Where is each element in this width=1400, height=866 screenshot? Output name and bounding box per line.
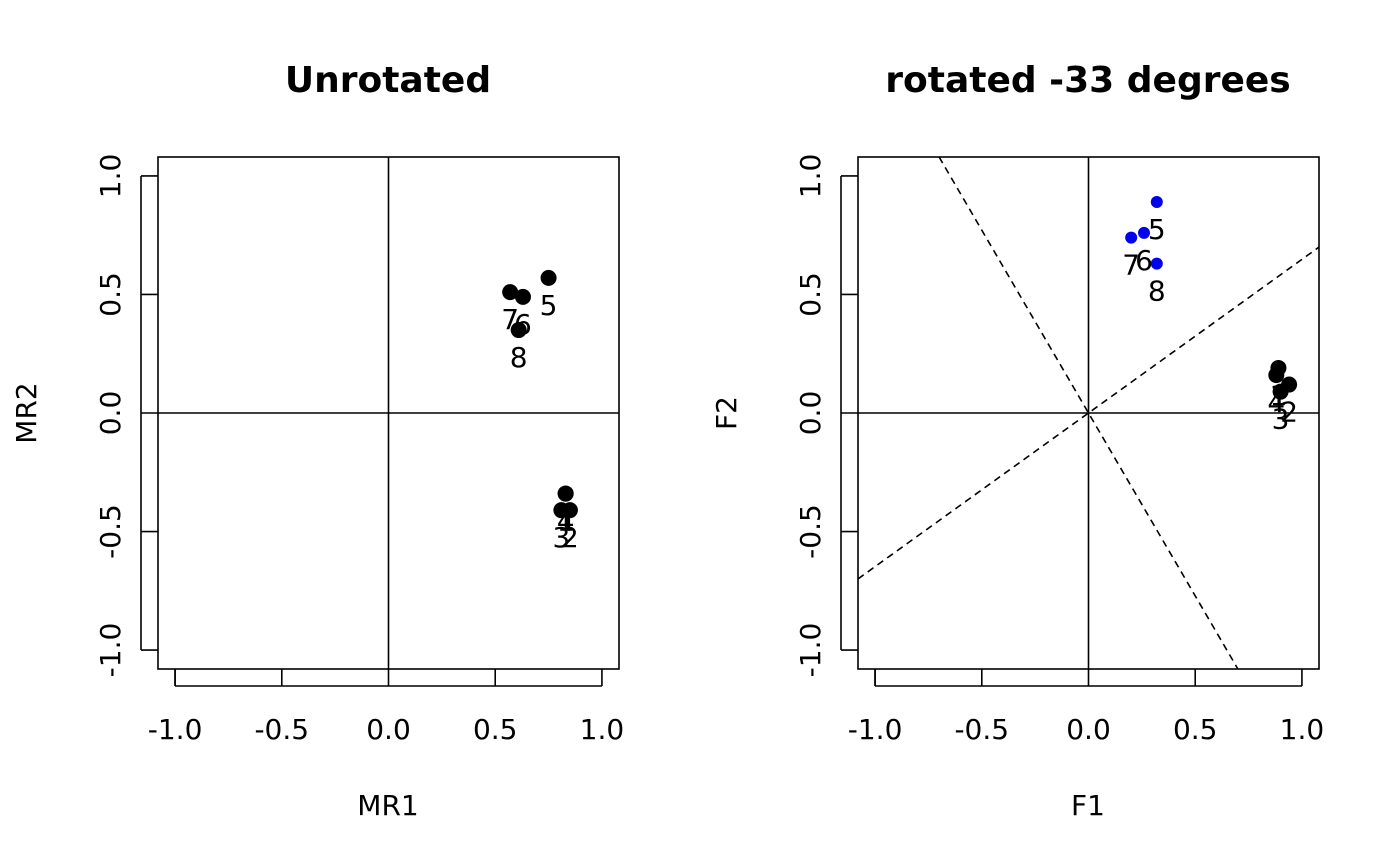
point-label-4: 4 — [1267, 386, 1285, 419]
plot-area — [858, 157, 1319, 669]
x-tick-label: 0.5 — [1173, 713, 1218, 746]
y-axis-label: F2 — [710, 396, 743, 430]
x-tick-label: 1.0 — [580, 713, 625, 746]
panel-unrotated: Unrotated MR1 MR2 -1.0 -0.5 0.0 0.5 1.0 -1.0 -… — [10, 60, 624, 822]
y-tick-label: -0.5 — [94, 504, 127, 559]
y-tick-label: 1.0 — [94, 154, 127, 199]
chart-title: rotated -33 degrees — [885, 60, 1290, 101]
point-label-4: 4 — [557, 505, 575, 538]
data-point-8 — [510, 322, 527, 339]
data-point-3 — [553, 502, 570, 519]
y-tick-label: 0.0 — [794, 391, 827, 436]
x-axis-label: MR1 — [357, 789, 418, 822]
point-label-2: 2 — [561, 521, 579, 554]
rotation-line-1 — [858, 246, 1319, 580]
point-label-3: 3 — [1272, 403, 1290, 436]
y-tick-label: -0.5 — [794, 504, 827, 559]
x-tick-label: -1.0 — [148, 713, 203, 746]
data-point-5 — [1150, 196, 1163, 209]
point-label-3: 3 — [552, 521, 570, 554]
data-point-7 — [502, 284, 519, 301]
x-axis-label: F1 — [1071, 789, 1105, 822]
point-label-2: 2 — [1280, 396, 1298, 429]
data-point-6 — [1137, 226, 1150, 239]
y-tick-label: 0.0 — [94, 391, 127, 436]
point-label-7: 7 — [1122, 249, 1140, 282]
x-tick-label: -0.5 — [954, 713, 1009, 746]
y-tick-label: 0.5 — [94, 272, 127, 317]
data-point-3 — [1272, 383, 1289, 400]
x-tick-label: -0.5 — [254, 713, 309, 746]
data-point-6 — [514, 288, 531, 305]
data-point-4 — [557, 485, 574, 502]
point-label-5: 5 — [1148, 213, 1166, 246]
x-tick-label: 0.0 — [366, 713, 411, 746]
point-label-5: 5 — [540, 289, 558, 322]
point-label-8: 8 — [1148, 275, 1166, 308]
y-tick-label: 0.5 — [794, 272, 827, 317]
x-tick-label: 0.5 — [473, 713, 518, 746]
data-point-7 — [1125, 231, 1138, 244]
data-point-5 — [540, 269, 557, 286]
panel-rotated: rotated -33 degrees F1 F2 -1.0 -0.5 0.0 0.5… — [710, 60, 1324, 822]
point-label-8: 8 — [510, 341, 528, 374]
y-tick-label: -1.0 — [94, 623, 127, 678]
y-tick-label: -1.0 — [794, 623, 827, 678]
rotation-line-2 — [938, 157, 1239, 669]
point-label-6: 6 — [1135, 244, 1153, 277]
plot-area — [158, 157, 619, 669]
y-axis-label: MR2 — [10, 382, 43, 443]
x-tick-label: -1.0 — [848, 713, 903, 746]
x-tick-label: 0.0 — [1066, 713, 1111, 746]
chart-title: Unrotated — [285, 60, 491, 101]
x-tick-label: 1.0 — [1280, 713, 1325, 746]
data-point-4 — [1268, 367, 1285, 384]
y-tick-label: 1.0 — [794, 154, 827, 199]
data-point-8 — [1150, 257, 1163, 270]
